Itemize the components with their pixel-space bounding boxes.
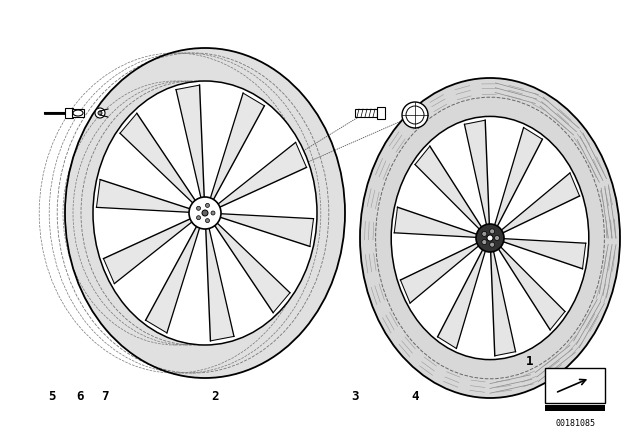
Polygon shape — [394, 207, 479, 237]
Polygon shape — [120, 113, 197, 205]
Polygon shape — [438, 247, 486, 349]
Text: 00181085: 00181085 — [555, 418, 595, 427]
Text: 2: 2 — [211, 390, 219, 403]
Circle shape — [189, 197, 221, 229]
Bar — [65, 108, 73, 118]
Text: 6: 6 — [76, 390, 84, 403]
Polygon shape — [497, 245, 565, 330]
Circle shape — [495, 236, 499, 241]
Polygon shape — [499, 173, 580, 234]
Polygon shape — [218, 214, 314, 246]
Text: 4: 4 — [412, 390, 419, 403]
Bar — [545, 405, 605, 411]
Polygon shape — [415, 146, 483, 231]
Ellipse shape — [65, 48, 345, 378]
Circle shape — [211, 211, 215, 215]
Text: 1: 1 — [526, 355, 534, 368]
Polygon shape — [213, 221, 290, 313]
Circle shape — [202, 210, 208, 216]
Polygon shape — [97, 180, 193, 212]
Ellipse shape — [93, 81, 317, 345]
Polygon shape — [209, 93, 264, 202]
Ellipse shape — [360, 78, 620, 398]
Bar — [545, 368, 605, 403]
Circle shape — [482, 240, 487, 245]
Polygon shape — [494, 128, 542, 228]
Circle shape — [402, 102, 428, 128]
Circle shape — [406, 106, 424, 124]
Circle shape — [196, 215, 200, 220]
Bar — [377, 107, 385, 119]
Circle shape — [476, 224, 504, 252]
Polygon shape — [401, 242, 481, 303]
Bar — [72, 109, 84, 117]
Polygon shape — [205, 225, 234, 341]
Circle shape — [482, 231, 487, 237]
Circle shape — [95, 108, 105, 118]
Ellipse shape — [391, 116, 589, 360]
Circle shape — [98, 111, 102, 115]
Circle shape — [205, 219, 209, 223]
Polygon shape — [146, 224, 200, 333]
Circle shape — [205, 203, 209, 207]
Polygon shape — [104, 218, 195, 284]
Bar — [355, 109, 377, 117]
Circle shape — [487, 235, 493, 241]
Polygon shape — [176, 85, 204, 201]
Polygon shape — [216, 142, 307, 208]
Text: 3: 3 — [351, 390, 359, 403]
Ellipse shape — [73, 110, 83, 116]
Polygon shape — [490, 249, 516, 356]
Circle shape — [196, 206, 200, 210]
Circle shape — [490, 229, 495, 234]
Polygon shape — [465, 120, 490, 227]
Polygon shape — [501, 238, 586, 269]
Text: 5: 5 — [48, 390, 56, 403]
Circle shape — [490, 242, 495, 247]
Text: 7: 7 — [101, 390, 109, 403]
